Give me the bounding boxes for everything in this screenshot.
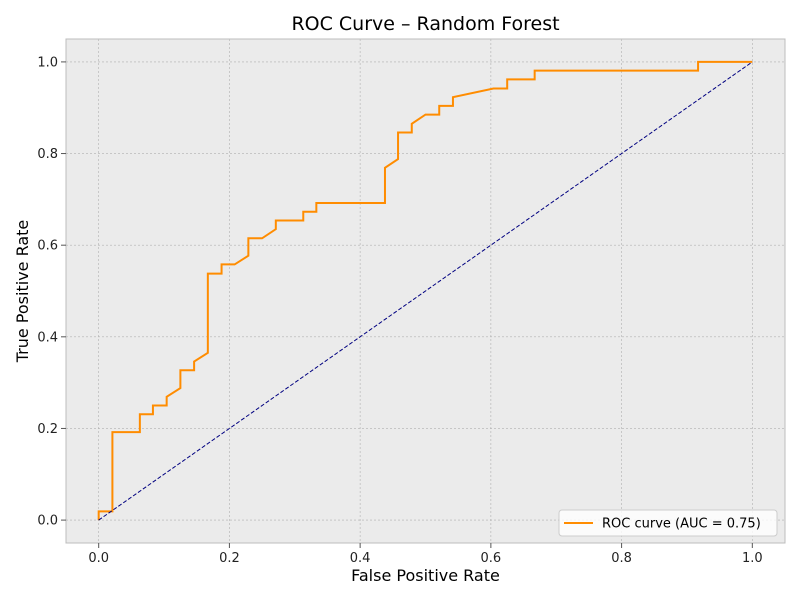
y-axis: 0.0 0.2 0.4 0.6 0.8 1.0 xyxy=(37,55,66,529)
x-axis-label: False Positive Rate xyxy=(351,566,500,585)
plot-frame xyxy=(65,38,786,544)
y-axis-label: True Positive Rate xyxy=(13,220,32,364)
x-axis: 0.0 0.2 0.4 0.6 0.8 1.0 xyxy=(88,543,763,566)
x-tick-label: 0.4 xyxy=(350,551,371,566)
legend-box xyxy=(558,509,778,537)
y-tick-label: 0.4 xyxy=(37,330,58,345)
chance-diagonal-line xyxy=(98,61,753,521)
y-tick-label: 0.8 xyxy=(37,147,58,162)
y-tick-label: 0.6 xyxy=(37,239,58,254)
y-tick-label: 0.2 xyxy=(37,422,58,437)
x-tick-label: 1.0 xyxy=(742,551,763,566)
y-tick-label: 1.0 xyxy=(37,55,58,70)
legend-label: ROC curve (AUC = 0.75) xyxy=(602,517,761,532)
legend: ROC curve (AUC = 0.75) xyxy=(558,509,778,537)
series-group xyxy=(97,60,753,521)
chart-title: ROC Curve – Random Forest xyxy=(291,13,559,35)
x-tick-label: 0.6 xyxy=(481,551,502,566)
x-tick-label: 0.0 xyxy=(88,551,109,566)
x-tick-label: 0.2 xyxy=(219,551,240,566)
y-tick-label: 0.0 xyxy=(37,514,58,529)
grid xyxy=(66,39,785,543)
x-tick-label: 0.8 xyxy=(611,551,632,566)
roc-curve-line xyxy=(97,60,753,521)
